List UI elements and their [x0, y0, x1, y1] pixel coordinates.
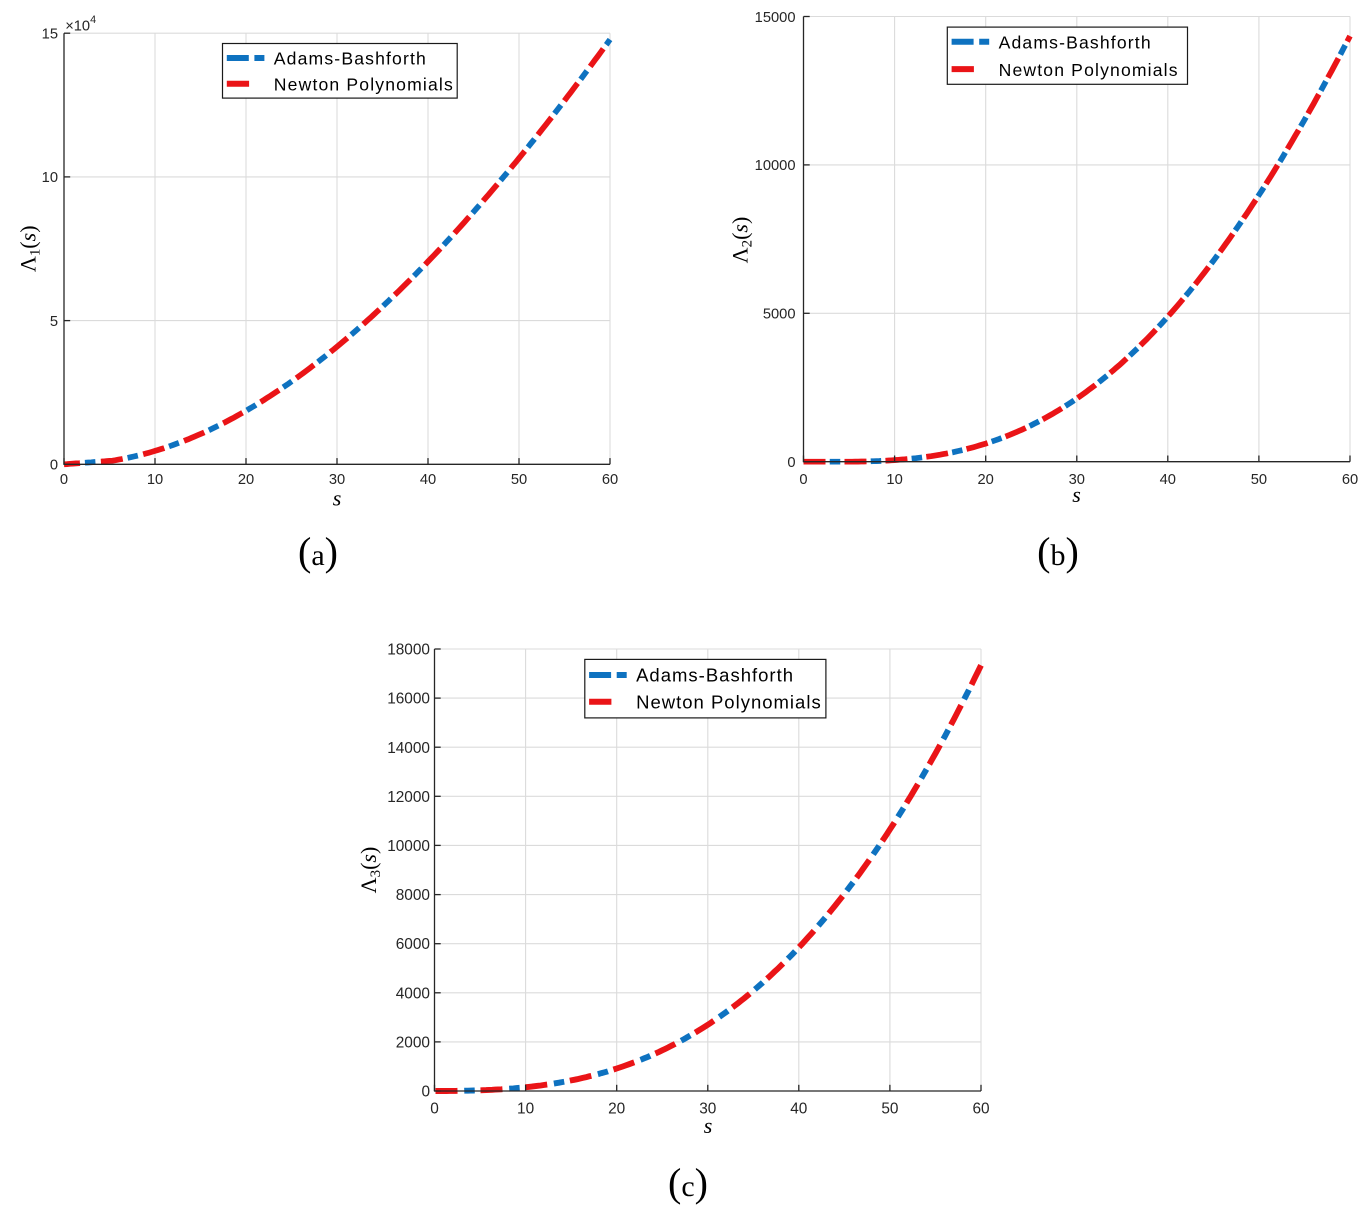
svg-text:15000: 15000 [755, 10, 796, 26]
svg-text:30: 30 [699, 1101, 716, 1118]
svg-text:18000: 18000 [387, 642, 430, 659]
svg-text:10: 10 [517, 1101, 534, 1118]
svg-text:20: 20 [978, 472, 994, 488]
svg-text:60: 60 [972, 1101, 989, 1118]
svg-text:Adams-Bashforth: Adams-Bashforth [636, 665, 794, 686]
svg-text:10: 10 [886, 472, 902, 488]
svg-text:2000: 2000 [396, 1034, 430, 1051]
svg-text:Newton Polynomials: Newton Polynomials [999, 60, 1179, 80]
svg-text:(b): (b) [1037, 529, 1079, 574]
svg-text:30: 30 [329, 472, 345, 488]
svg-text:0: 0 [787, 455, 795, 471]
svg-text:20: 20 [608, 1101, 625, 1118]
svg-text:30: 30 [1069, 472, 1085, 488]
svg-text:Λ1(s): Λ1(s) [16, 225, 44, 272]
svg-text:14000: 14000 [387, 740, 430, 757]
svg-text:0: 0 [430, 1101, 439, 1118]
svg-text:Adams-Bashforth: Adams-Bashforth [274, 49, 427, 69]
svg-text:20: 20 [238, 472, 254, 488]
svg-text:50: 50 [881, 1101, 898, 1118]
svg-text:Λ2(s): Λ2(s) [728, 217, 756, 264]
svg-text:10000: 10000 [387, 838, 430, 855]
svg-text:40: 40 [420, 472, 436, 488]
svg-text:10: 10 [42, 170, 58, 186]
svg-text:8000: 8000 [396, 887, 430, 904]
svg-text:5: 5 [50, 314, 58, 330]
svg-text:60: 60 [1342, 472, 1358, 488]
svg-text:50: 50 [511, 472, 527, 488]
svg-text:10000: 10000 [755, 158, 796, 174]
svg-text:×104: ×104 [65, 14, 96, 35]
svg-text:16000: 16000 [387, 691, 430, 708]
svg-text:Newton Polynomials: Newton Polynomials [274, 74, 454, 94]
svg-text:50: 50 [1251, 472, 1267, 488]
svg-text:6000: 6000 [396, 936, 430, 953]
svg-text:0: 0 [799, 472, 807, 488]
svg-text:0: 0 [60, 472, 68, 488]
svg-text:10: 10 [147, 472, 163, 488]
svg-text:(c): (c) [668, 1160, 708, 1205]
svg-text:40: 40 [790, 1101, 807, 1118]
svg-text:s: s [1072, 482, 1081, 507]
svg-text:(a): (a) [298, 529, 338, 574]
svg-text:4000: 4000 [396, 985, 430, 1002]
svg-text:40: 40 [1160, 472, 1176, 488]
svg-text:15: 15 [42, 27, 58, 43]
svg-text:Λ3(s): Λ3(s) [356, 847, 384, 894]
svg-text:0: 0 [421, 1084, 430, 1101]
svg-text:12000: 12000 [387, 789, 430, 806]
svg-text:s: s [704, 1113, 713, 1138]
svg-text:s: s [333, 486, 342, 511]
svg-text:60: 60 [602, 472, 618, 488]
svg-text:0: 0 [50, 458, 58, 474]
svg-text:5000: 5000 [763, 307, 796, 323]
svg-text:Adams-Bashforth: Adams-Bashforth [999, 32, 1152, 52]
svg-text:Newton Polynomials: Newton Polynomials [636, 692, 822, 713]
